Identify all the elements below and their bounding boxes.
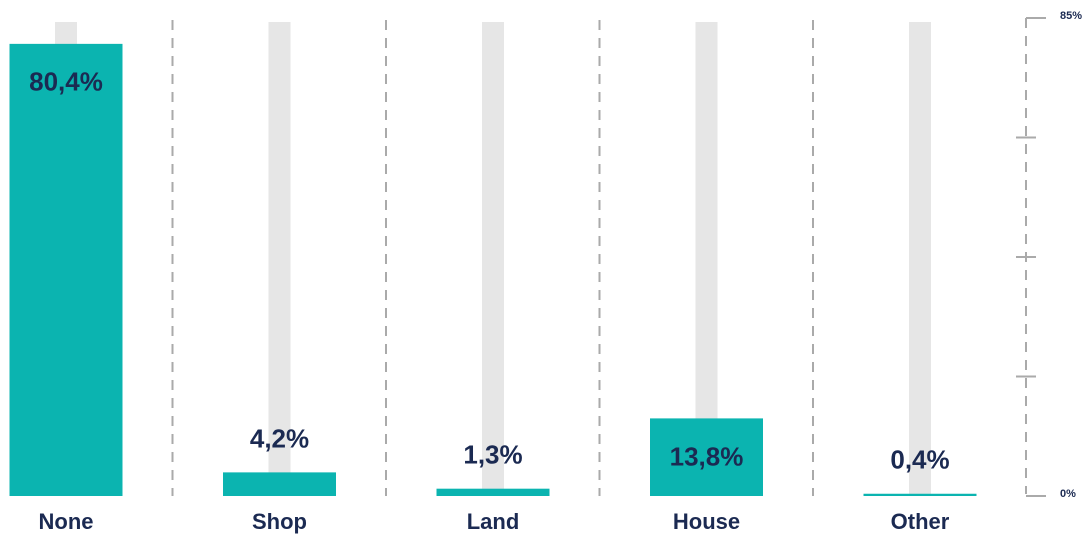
- x-tick-label: Other: [891, 509, 950, 534]
- bar: [223, 472, 336, 496]
- track: [482, 22, 504, 496]
- y-tick-label: 85%: [1060, 10, 1082, 22]
- track: [909, 22, 931, 496]
- value-label: 13,8%: [670, 441, 744, 471]
- value-label: 4,2%: [250, 423, 309, 453]
- value-label: 80,4%: [29, 67, 103, 97]
- y-tick-label: 0%: [1060, 488, 1076, 500]
- x-tick-label: House: [673, 509, 740, 534]
- value-label: 0,4%: [890, 445, 949, 475]
- bar: [863, 493, 977, 496]
- track: [268, 22, 291, 496]
- bar: [650, 418, 763, 496]
- x-tick-label: Land: [467, 509, 520, 534]
- value-label: 1,3%: [463, 440, 522, 470]
- bar: [436, 488, 550, 496]
- track: [695, 22, 718, 496]
- x-tick-label: None: [39, 509, 94, 534]
- bar: [9, 43, 123, 497]
- x-tick-label: Shop: [252, 509, 307, 534]
